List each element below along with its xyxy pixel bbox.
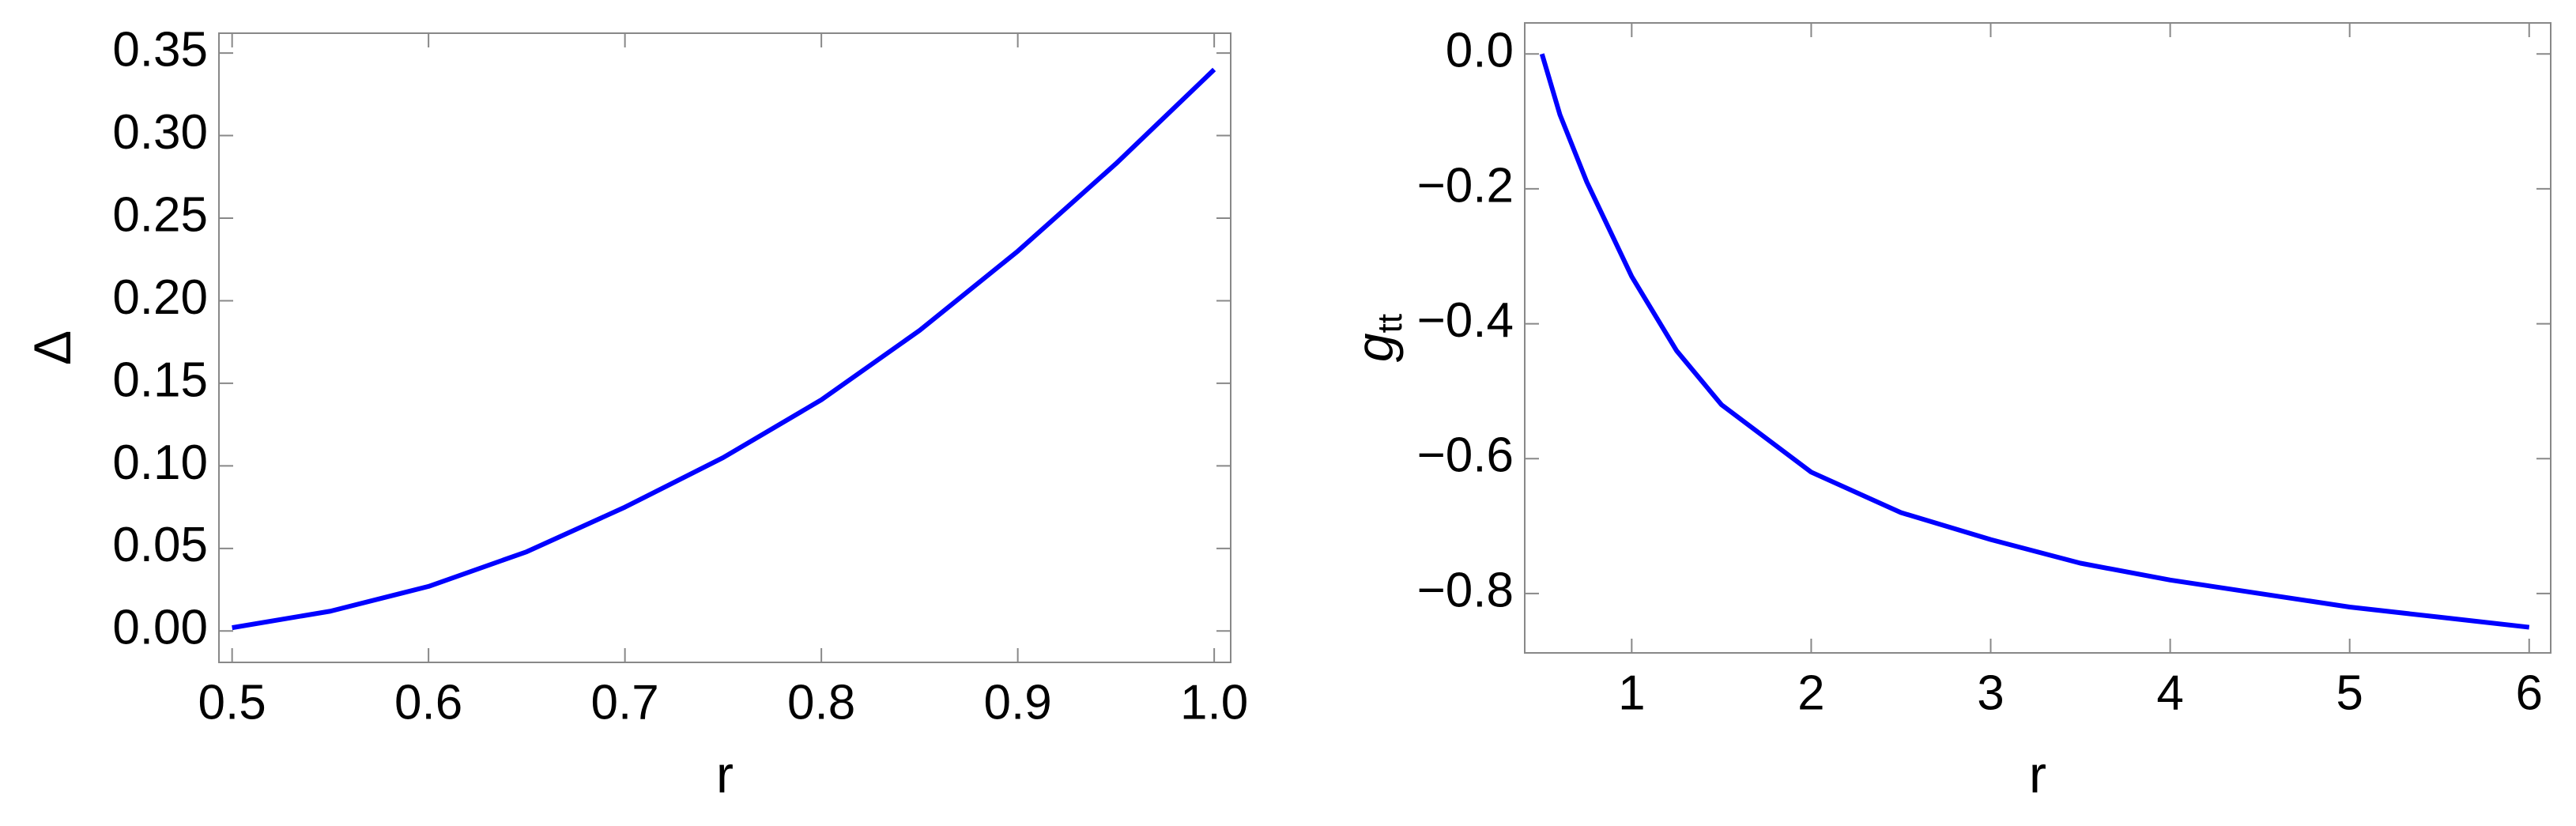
y-axis-label-text: gtt xyxy=(1345,314,1409,362)
x-tick-label: 0.6 xyxy=(394,675,462,730)
line-series xyxy=(232,67,1216,631)
x-axis-label: r xyxy=(716,745,734,803)
y-tick-label: 0.25 xyxy=(112,187,208,242)
x-tick-label: 5 xyxy=(2336,666,2363,720)
y-tick-label: 0.15 xyxy=(112,353,208,407)
y-axis-label-main: g xyxy=(1345,333,1404,362)
y-axis-label-subscript: tt xyxy=(1371,314,1409,333)
x-tick-label: 0.8 xyxy=(787,675,855,730)
x-tick-label: 0.5 xyxy=(198,675,266,730)
y-tick-label: 0.0 xyxy=(1446,24,1514,78)
y-tick-label: 0.35 xyxy=(112,22,208,77)
y-tick-label: −0.2 xyxy=(1417,158,1514,213)
y-axis-label: gtt xyxy=(1345,314,1409,362)
x-tick-label: 1.0 xyxy=(1180,675,1248,730)
x-axis-label: r xyxy=(2029,745,2046,803)
y-tick-label: 0.20 xyxy=(112,270,208,325)
line-series xyxy=(1539,53,2530,630)
x-tick-label: 6 xyxy=(2516,666,2543,720)
y-axis-label-text: Δ xyxy=(23,330,81,365)
y-tick-label: 0.00 xyxy=(112,601,208,655)
x-tick-label: 3 xyxy=(1977,666,2004,720)
y-tick-label: 0.30 xyxy=(112,105,208,160)
x-tick-label: 0.7 xyxy=(591,675,659,730)
y-tick-label: 0.10 xyxy=(112,436,208,490)
x-tick-label: 1 xyxy=(1618,666,1645,720)
plot-frame xyxy=(1524,22,2551,654)
y-axis-label: Δ xyxy=(23,330,81,365)
x-tick-label: 0.9 xyxy=(984,675,1052,730)
plot-frame xyxy=(218,32,1231,663)
x-tick-label: 4 xyxy=(2156,666,2183,720)
y-tick-label: −0.8 xyxy=(1417,563,1514,617)
y-tick-label: 0.05 xyxy=(112,518,208,572)
x-tick-label: 2 xyxy=(1797,666,1824,720)
y-tick-label: −0.4 xyxy=(1417,293,1514,348)
y-axis-label-main: Δ xyxy=(23,330,81,365)
y-tick-label: −0.6 xyxy=(1417,428,1514,483)
